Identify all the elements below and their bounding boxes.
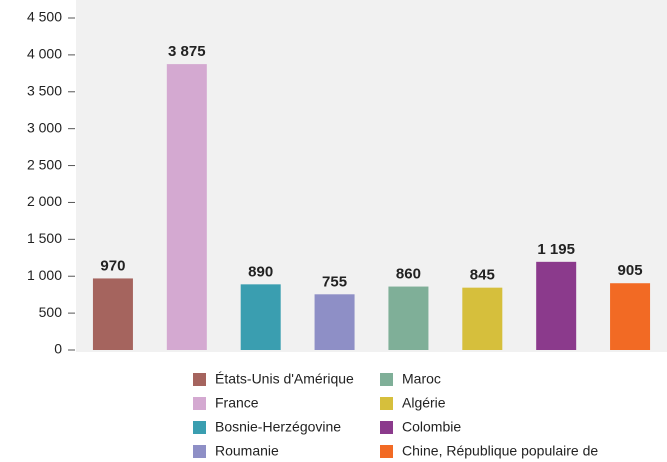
plot-background (76, 0, 667, 352)
y-tick-label: 1 500 (27, 230, 62, 246)
legend-label: Roumanie (215, 443, 279, 459)
bar (536, 261, 577, 350)
y-tick-label: 4 500 (27, 9, 62, 25)
bar (240, 284, 281, 350)
legend-label: Bosnie-Herzégovine (215, 419, 341, 435)
legend-swatch (380, 421, 393, 434)
y-tick-label: 0 (54, 341, 62, 357)
bar (314, 294, 355, 350)
y-tick-label: 3 000 (27, 119, 62, 135)
data-label: 860 (396, 266, 421, 283)
data-label: 845 (470, 267, 495, 284)
legend-swatch (193, 397, 206, 410)
legend-swatch (193, 373, 206, 386)
legend-label: Colombie (402, 419, 461, 435)
legend-label: France (215, 395, 259, 411)
data-label: 3 875 (168, 43, 206, 60)
legend-label: États-Unis d'Amérique (215, 371, 354, 387)
legend-swatch (380, 445, 393, 458)
bar (462, 287, 503, 350)
y-tick-label: 2 500 (27, 156, 62, 172)
legend-label: Maroc (402, 371, 441, 387)
data-label: 1 195 (537, 241, 575, 258)
data-label: 970 (100, 257, 125, 274)
data-label: 905 (618, 262, 643, 279)
y-tick-label: 1 000 (27, 267, 62, 283)
y-tick-label: 500 (39, 304, 63, 320)
data-label: 890 (248, 263, 273, 280)
data-label: 755 (322, 273, 347, 290)
legend-swatch (193, 445, 206, 458)
bar (388, 286, 429, 350)
legend-swatch (193, 421, 206, 434)
legend-swatch (380, 397, 393, 410)
y-tick-label: 3 500 (27, 82, 62, 98)
bar (92, 278, 133, 350)
bar (166, 64, 207, 350)
legend-label: Algérie (402, 395, 446, 411)
bar (610, 283, 651, 350)
y-tick-label: 2 000 (27, 193, 62, 209)
y-tick-label: 4 000 (27, 46, 62, 62)
legend-label: Chine, République populaire de (402, 443, 598, 459)
legend-swatch (380, 373, 393, 386)
